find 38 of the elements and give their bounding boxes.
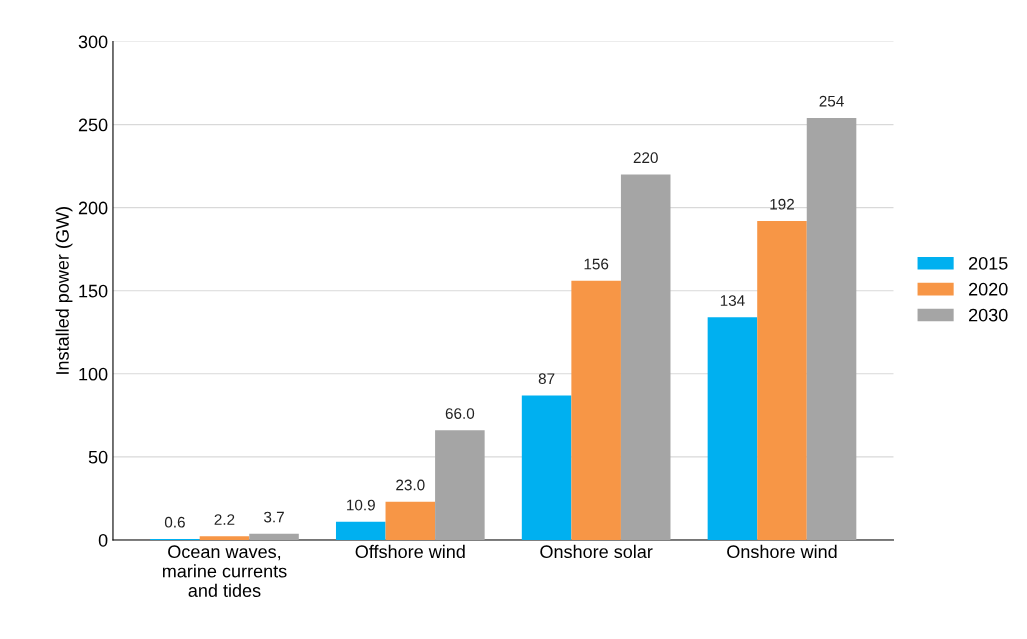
x-tick-label: Offshore wind xyxy=(355,544,465,559)
y-axis-title: Installed power (GW) xyxy=(55,207,73,374)
data-label: 0.6 xyxy=(164,516,185,528)
legend-label: 2020 xyxy=(969,282,1008,296)
bar xyxy=(707,317,758,540)
data-label: 23.0 xyxy=(396,479,425,491)
data-label: 2.2 xyxy=(214,514,235,525)
bar xyxy=(335,521,386,540)
y-tick-label: 50 xyxy=(88,450,108,464)
bar xyxy=(806,117,857,540)
data-label: 134 xyxy=(720,295,745,306)
bar xyxy=(249,533,299,540)
x-tick-label: Onshore solar xyxy=(540,544,653,559)
y-tick-label: 250 xyxy=(78,118,108,132)
data-label: 87 xyxy=(538,373,555,385)
data-label: 3.7 xyxy=(263,511,284,523)
data-label: 254 xyxy=(819,95,844,107)
data-label: 220 xyxy=(633,152,658,164)
data-label: 156 xyxy=(584,258,609,270)
x-tick-label: Ocean waves, marine currents and tides xyxy=(162,545,287,597)
legend-label: 2015 xyxy=(969,256,1008,270)
legend-label: 2030 xyxy=(969,308,1008,322)
bar xyxy=(571,280,621,540)
data-label: 10.9 xyxy=(347,499,375,511)
bar xyxy=(435,430,485,540)
bar xyxy=(620,174,671,540)
bar xyxy=(521,395,572,540)
bar xyxy=(385,501,436,540)
y-tick-label: 0 xyxy=(98,533,108,547)
y-tick-label: 100 xyxy=(79,367,108,381)
data-label: 192 xyxy=(770,198,794,210)
bar xyxy=(199,536,250,540)
y-tick-label: 200 xyxy=(78,201,108,215)
y-tick-label: 300 xyxy=(78,35,108,49)
y-tick-label: 150 xyxy=(79,284,108,298)
data-label: 66.0 xyxy=(445,408,475,419)
x-tick-label: Onshore wind xyxy=(727,544,837,559)
bar xyxy=(757,220,807,540)
